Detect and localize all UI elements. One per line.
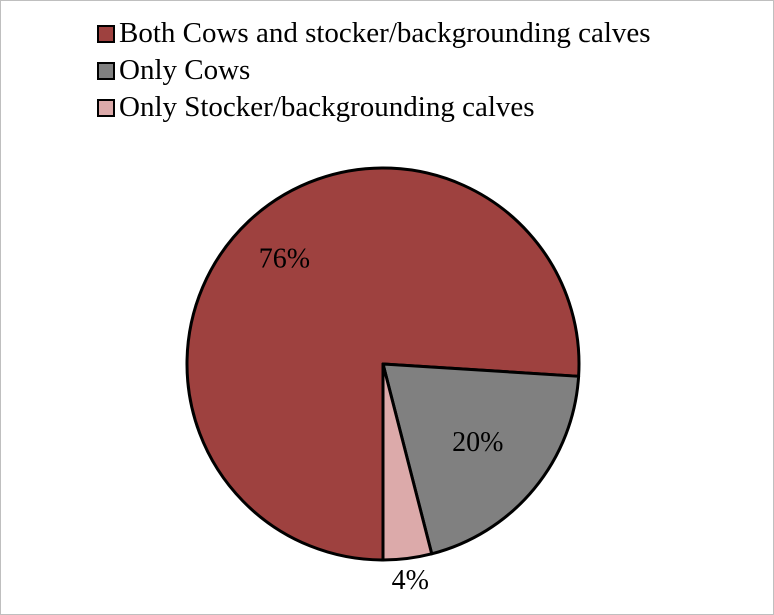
- legend-item-both: Both Cows and stocker/backgrounding calv…: [97, 15, 651, 52]
- legend-swatch-only-cows: [97, 61, 115, 80]
- legend-item-only-stocker: Only Stocker/backgrounding calves: [97, 89, 651, 126]
- slice-label-only-stocker: 4%: [392, 565, 429, 596]
- legend-label-only-stocker: Only Stocker/backgrounding calves: [119, 91, 535, 123]
- legend-swatch-only-stocker: [97, 98, 115, 117]
- slice-label-both: 76%: [259, 244, 310, 275]
- pie-slice-both: [185, 166, 581, 562]
- chart-legend: Both Cows and stocker/backgrounding calv…: [97, 15, 651, 126]
- pie-slice-only-cows: [381, 362, 581, 556]
- legend-label-both: Both Cows and stocker/backgrounding calv…: [119, 17, 651, 49]
- legend-label-only-cows: Only Cows: [119, 54, 251, 86]
- legend-swatch-both: [97, 24, 115, 43]
- slice-label-only-cows: 20%: [452, 427, 503, 458]
- pie-slice-only-stocker: [381, 362, 434, 562]
- legend-item-only-cows: Only Cows: [97, 52, 651, 89]
